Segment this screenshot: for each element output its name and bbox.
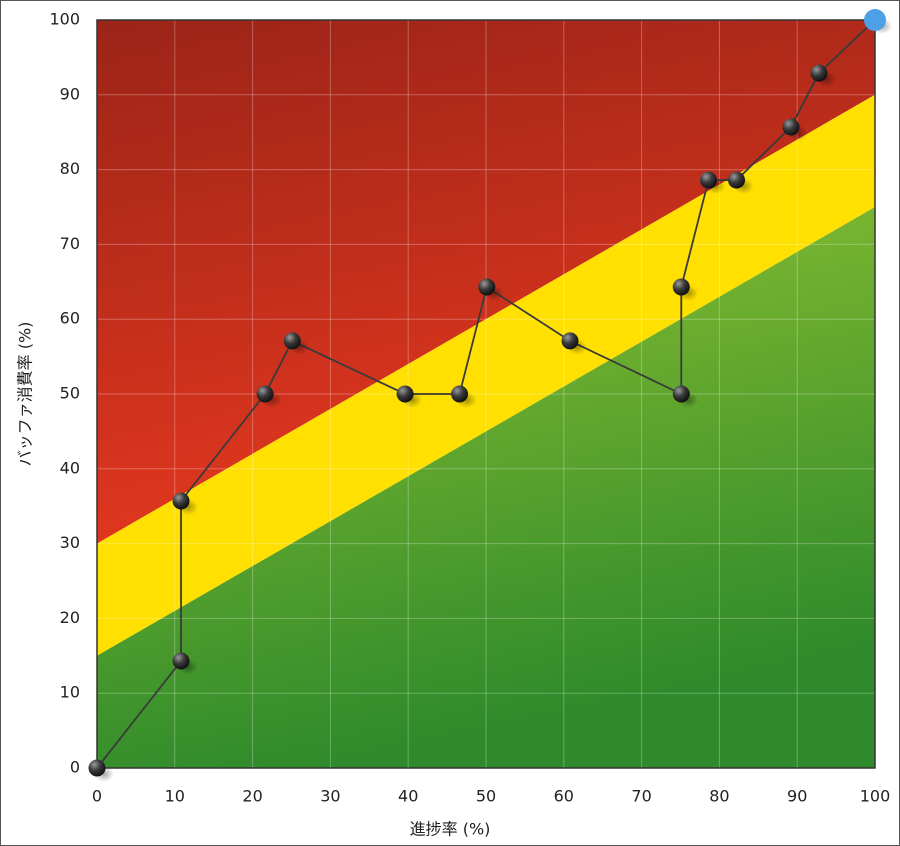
point: [88, 759, 106, 777]
x-tick-label: 0: [92, 787, 102, 806]
point: [561, 332, 579, 350]
x-tick-label: 40: [398, 787, 418, 806]
x-tick-label: 20: [242, 787, 262, 806]
point: [782, 118, 800, 136]
point: [283, 332, 301, 350]
y-tick-label: 70: [60, 234, 80, 253]
x-tick-label: 60: [554, 787, 574, 806]
point: [672, 278, 690, 296]
point: [256, 385, 274, 403]
point: [478, 278, 496, 296]
line: [96, 19, 876, 769]
x-tick-label: 90: [787, 787, 807, 806]
point: [864, 9, 886, 31]
y-axis-label: バッファ消費率 (%): [16, 322, 35, 467]
y-tick-label: 0: [70, 758, 80, 777]
point: [396, 385, 414, 403]
y-tick-label: 50: [60, 384, 80, 403]
x-tick-label: 70: [631, 787, 651, 806]
y-tick-label: 40: [60, 458, 80, 477]
y-tick-label: 30: [60, 533, 80, 552]
x-axis-label: 進捗率 (%): [410, 820, 491, 839]
x-tick-label: 10: [165, 787, 185, 806]
x-tick-label: 50: [476, 787, 496, 806]
x-tick-label: 100: [860, 787, 891, 806]
y-tick-label: 20: [60, 608, 80, 627]
y-tick-label: 100: [49, 10, 80, 29]
point: [451, 385, 469, 403]
point: [810, 64, 828, 82]
point: [728, 171, 746, 189]
point: [700, 171, 718, 189]
point: [172, 492, 190, 510]
x-tick-label: 30: [320, 787, 340, 806]
y-tick-label: 80: [60, 159, 80, 178]
plot-border: [96, 19, 876, 769]
point: [672, 385, 690, 403]
x-tick-label: 80: [709, 787, 729, 806]
y-tick-label: 60: [60, 309, 80, 328]
y-tick-label: 90: [60, 84, 80, 103]
point: [172, 652, 190, 670]
y-tick-label: 10: [60, 683, 80, 702]
zone: [97, 94, 875, 656]
